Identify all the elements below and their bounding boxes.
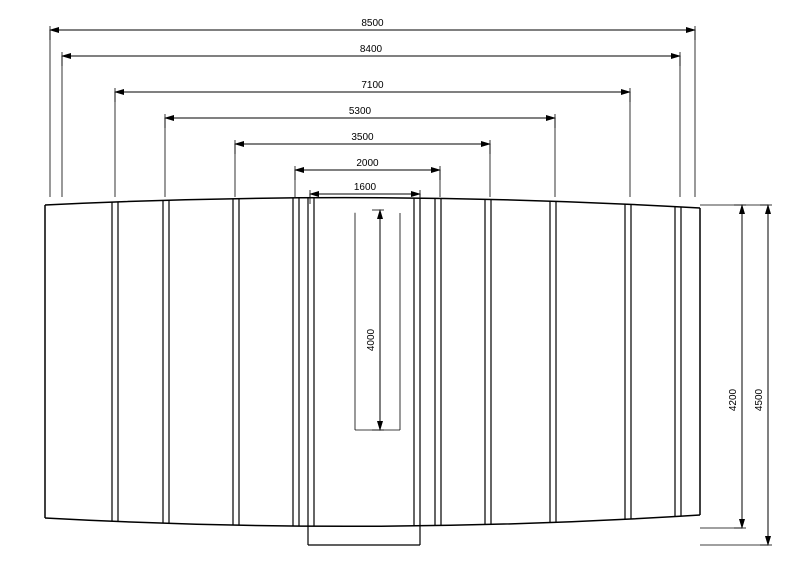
dim-label: 2000 xyxy=(356,158,379,169)
dim-label: 1600 xyxy=(354,182,377,193)
dim-label: 4500 xyxy=(754,388,765,411)
dim-label: 4000 xyxy=(366,328,377,351)
horizontal-dimensions: 8500 8400 7100 5300 3500 2000 1600 xyxy=(50,18,695,204)
dim-label: 4200 xyxy=(728,388,739,411)
dim-label: 8500 xyxy=(361,18,384,29)
dim-label: 7100 xyxy=(361,80,384,91)
vertical-dimensions: 4000 4200 4500 xyxy=(366,205,772,545)
dim-label: 8400 xyxy=(360,44,383,55)
panel-outline xyxy=(45,198,700,545)
dim-label: 3500 xyxy=(351,132,374,143)
dim-label: 5300 xyxy=(349,106,372,117)
technical-drawing: 8500 8400 7100 5300 3500 2000 1600 4000 4200 450… xyxy=(0,0,800,578)
